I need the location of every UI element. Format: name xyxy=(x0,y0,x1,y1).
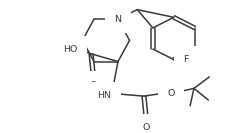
Text: O: O xyxy=(89,81,97,90)
Text: O: O xyxy=(167,89,174,98)
Text: N: N xyxy=(114,15,122,24)
Text: HO: HO xyxy=(63,45,78,55)
Text: HN: HN xyxy=(97,91,111,100)
Text: F: F xyxy=(183,55,189,64)
Text: O: O xyxy=(142,123,150,132)
